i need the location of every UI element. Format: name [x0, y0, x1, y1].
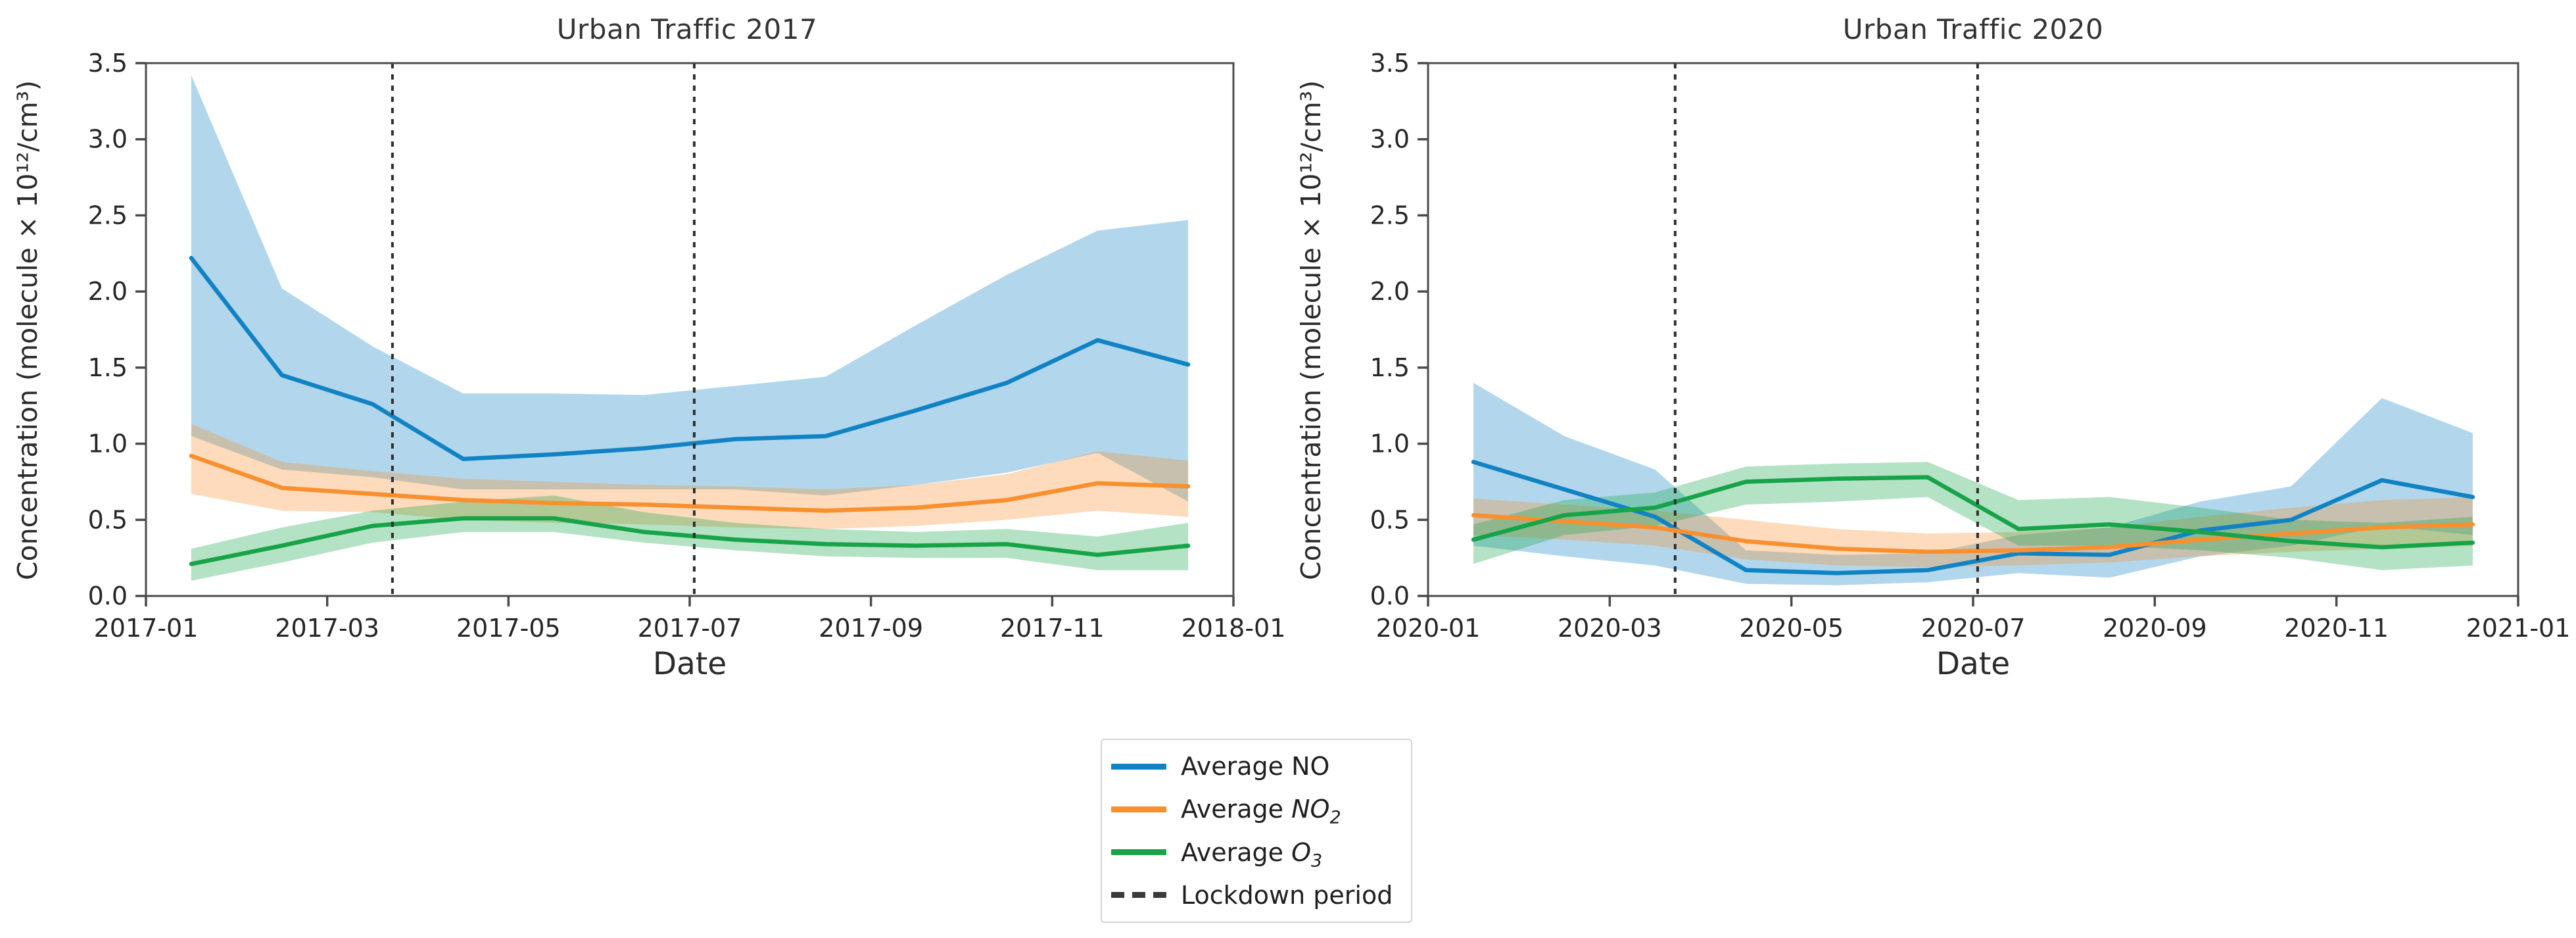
band-average-no [191, 75, 1189, 502]
x-tick-label: 2020-07 [1921, 614, 2026, 643]
y-tick-label: 1.5 [88, 353, 128, 382]
y-tick-label: 3.5 [88, 49, 128, 78]
line-average-o3 [189, 516, 1191, 566]
line-average-no [189, 255, 1191, 461]
line-average-o3 [1471, 475, 2475, 550]
y-tick-label: 2.5 [1370, 201, 1410, 230]
legend-item-average-o3: Average O3 [1102, 832, 1411, 873]
y-tick-label: 1.0 [1370, 430, 1410, 458]
x-tick-label: 2020-09 [2103, 614, 2207, 643]
x-axis-label-2017: Date [652, 646, 727, 682]
x-tick-label: 2017-03 [275, 614, 379, 643]
x-tick-label: 2017-01 [94, 614, 199, 643]
plot-area-2017: 0.0 0.5 1.0 1.5 2.0 2.5 3.0 3.5 2017-01 2017-03 20… [88, 49, 1286, 643]
legend-label-lockdown-period: Lockdown period [1181, 880, 1393, 910]
legend-item-average-no: Average NO [1102, 746, 1411, 787]
y-tick-label: 2.0 [1370, 277, 1410, 306]
legend-item-lockdown-period: Lockdown period [1102, 875, 1411, 916]
legend-label-average-o3: Average O3 [1181, 837, 1323, 872]
y-tick-label: 0.5 [1370, 505, 1410, 534]
legend-label-average-no: Average NO [1181, 752, 1330, 781]
x-axis-label-2020: Date [1936, 646, 2011, 682]
band-average-o3 [191, 495, 1189, 581]
no-line-swatch-icon [1111, 763, 1166, 770]
y-tick-label: 3.5 [1370, 49, 1410, 78]
line-average-no2 [1471, 513, 2475, 555]
y-axis-label-2017: Concentration (molecule × 10¹²/cm³) [12, 80, 43, 581]
x-tick-label: 2020-11 [2284, 614, 2389, 643]
no2-line-swatch-icon [1111, 806, 1166, 812]
x-tick-label: 2020-01 [1376, 614, 1481, 643]
x-tick-label: 2018-01 [1181, 614, 1286, 643]
y-tick-label: 3.0 [1370, 125, 1410, 154]
y-tick-label: 2.5 [88, 201, 128, 230]
y-tick-label: 0.0 [1370, 581, 1410, 610]
x-tick-label: 2020-03 [1558, 614, 1662, 643]
plot-area-2020: 0.0 0.5 1.0 1.5 2.0 2.5 3.0 3.5 2020-01 2020-03 20… [1370, 49, 2571, 643]
x-tick-label: 2020-05 [1739, 614, 1844, 643]
y-tick-label: 0.5 [88, 505, 128, 534]
band-average-no2 [191, 424, 1189, 530]
o3-line-swatch-icon [1111, 849, 1166, 856]
x-tick-label: 2017-07 [638, 614, 742, 643]
x-tick-label: 2017-09 [819, 614, 923, 643]
x-tick-label: 2017-05 [456, 614, 561, 643]
legend: Average NO Average NO2 Average O3 Lockdo… [1101, 739, 1412, 923]
lockdown-dash-swatch-icon [1111, 892, 1166, 899]
x-tick-label: 2017-11 [1000, 614, 1105, 643]
legend-label-average-no2: Average NO2 [1181, 795, 1341, 828]
y-tick-label: 1.5 [1370, 353, 1410, 382]
y-tick-label: 2.0 [88, 277, 128, 306]
x-tick-label: 2021-01 [2466, 614, 2571, 643]
line-average-no [1471, 460, 2475, 576]
y-tick-label: 1.0 [88, 430, 128, 458]
chart-title-2017: Urban Traffic 2017 [556, 13, 818, 45]
line-average-no2 [189, 453, 1191, 513]
band-average-no2 [1473, 497, 2473, 567]
legend-item-average-no2: Average NO2 [1102, 789, 1411, 829]
y-tick-label: 3.0 [88, 125, 128, 154]
y-axis-label-2020: Concentration (molecule × 10¹²/cm³) [1295, 80, 1327, 581]
chart-title-2020: Urban Traffic 2020 [1842, 13, 2104, 45]
y-tick-label: 0.0 [88, 581, 128, 610]
